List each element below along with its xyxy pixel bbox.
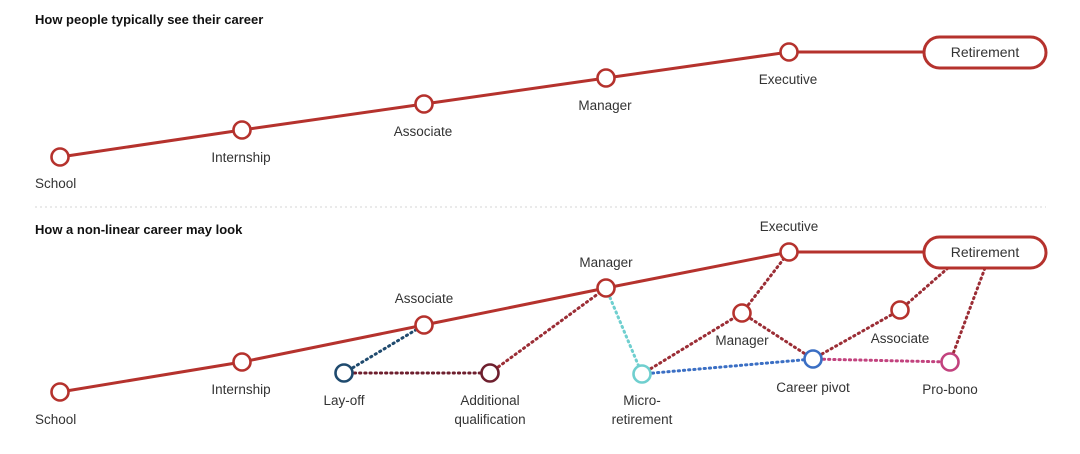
top-node-school <box>50 147 70 167</box>
label-micro-line1: Micro- <box>623 393 661 408</box>
path-probono-to-retirement <box>948 266 987 364</box>
top-label-school: School <box>35 176 76 191</box>
top-label-retirement: Retirement <box>951 44 1020 60</box>
bottom-node-manager <box>596 278 616 298</box>
bottom-heading: How a non-linear career may look <box>35 222 243 237</box>
path-micro-to-manager2 <box>640 311 744 376</box>
label-micro-line2: retirement <box>612 412 673 427</box>
bottom-career-path <box>59 250 928 394</box>
path-associate-to-layoff <box>342 323 426 375</box>
top-label-manager: Manager <box>578 98 632 113</box>
top-label-executive: Executive <box>759 72 818 87</box>
node-pro-bono <box>940 352 960 372</box>
top-node-associate <box>414 94 434 114</box>
node-manager-2 <box>732 303 752 323</box>
label-additional-line2: qualification <box>454 412 525 427</box>
path-pivot-to-associate2 <box>811 308 902 361</box>
label-layoff: Lay-off <box>323 393 364 408</box>
label-career-pivot: Career pivot <box>776 380 850 395</box>
node-associate-2 <box>890 300 910 320</box>
label-additional-line1: Additional <box>460 393 519 408</box>
node-micro-retirement <box>632 364 652 384</box>
bottom-label-internship: Internship <box>211 382 270 397</box>
bottom-node-school <box>50 382 70 402</box>
node-layoff <box>334 363 354 383</box>
bottom-label-retirement: Retirement <box>951 244 1020 260</box>
top-node-manager <box>596 68 616 88</box>
label-associate-2: Associate <box>871 331 930 346</box>
path-manager2-to-executive <box>740 250 791 315</box>
top-node-internship <box>232 120 252 140</box>
top-node-retirement <box>922 35 1048 70</box>
path-qualification-to-manager <box>488 286 608 375</box>
bottom-node-executive <box>779 242 799 262</box>
bottom-label-associate: Associate <box>395 291 454 306</box>
bottom-node-retirement <box>922 235 1048 270</box>
path-pivot-to-probono <box>811 357 952 364</box>
top-heading: How people typically see their career <box>35 12 263 27</box>
top-node-executive <box>779 42 799 62</box>
top-label-associate: Associate <box>394 124 453 139</box>
node-career-pivot <box>803 349 823 369</box>
label-manager-2: Manager <box>715 333 769 348</box>
top-label-internship: Internship <box>211 150 270 165</box>
path-manager2-to-career-pivot <box>740 311 815 361</box>
path-manager-to-micro-retirement <box>604 286 644 376</box>
top-career-path <box>59 50 928 159</box>
node-additional-qualification <box>480 363 500 383</box>
label-pro-bono: Pro-bono <box>922 382 978 397</box>
bottom-label-executive: Executive <box>760 219 819 234</box>
bottom-label-school: School <box>35 412 76 427</box>
bottom-node-internship <box>232 352 252 372</box>
bottom-label-manager: Manager <box>579 255 633 270</box>
path-micro-to-career-pivot <box>640 357 815 376</box>
path-associate2-to-retirement <box>898 266 950 312</box>
bottom-node-associate <box>414 315 434 335</box>
